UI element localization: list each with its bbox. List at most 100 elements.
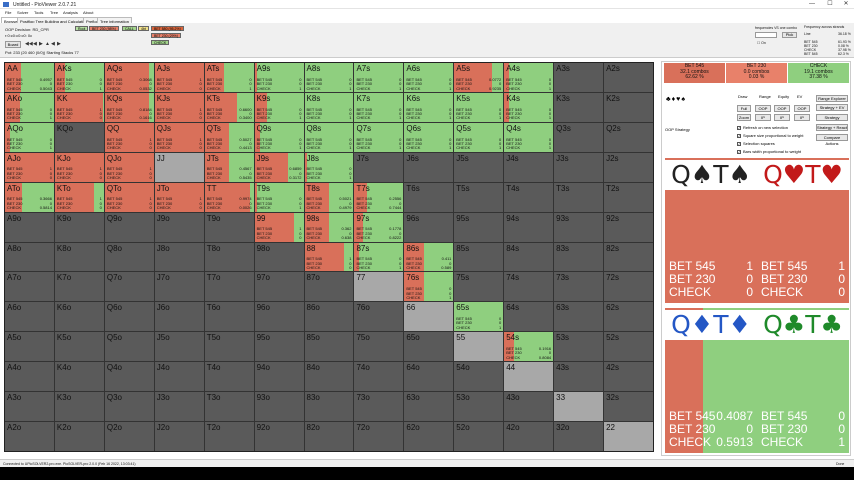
hand-cell-qto[interactable]: BET 545 1 BET 230 0 CHECK 0 QTo xyxy=(104,182,154,212)
hand-cell-t7s[interactable]: BET 545 0.2556 BET 230 0 CHECK 0.7444 T7s xyxy=(354,182,404,212)
summary-bet-230[interactable]: BET 230 0.0 combos 0.03 % xyxy=(726,63,787,83)
hand-cell-k4s[interactable]: BET 545 0 BET 230 0 CHECK 1 K4s xyxy=(504,92,554,122)
hand-cell-q5s[interactable]: BET 545 0 BET 230 0 CHECK 1 Q5s xyxy=(454,122,504,152)
hand-cell-a2o[interactable]: A2o xyxy=(5,422,54,451)
hand-cell-t8o[interactable]: T8o xyxy=(204,242,254,272)
hand-cell-t6s[interactable]: T6s xyxy=(404,182,454,212)
bars-width-checkbox[interactable]: ✓ Bars width proportional to weight xyxy=(737,149,801,154)
summary-check[interactable]: CHECK 19.1 combos 37.38 % xyxy=(788,63,849,83)
hand-cell-kqs[interactable]: BET 545 0.8184 BET 230 0 CHECK 0.1616 KQs xyxy=(104,92,154,122)
hand-cell-a8s[interactable]: BET 545 0 BET 230 0 CHECK 1 A8s xyxy=(304,63,354,92)
hand-cell-q9s[interactable]: BET 545 0 BET 230 0 CHECK 1 Q9s xyxy=(254,122,304,152)
hand-cell-85o[interactable]: 85o xyxy=(304,332,354,362)
hand-cell-42s[interactable]: 42s xyxy=(604,362,653,392)
hand-cell-j2o[interactable]: J2o xyxy=(154,422,204,451)
hand-cell-k4o[interactable]: K4o xyxy=(54,362,104,392)
hand-cell-qts[interactable]: BET 545 0.5027 BET 230 0 CHECK 0.4413 QTs xyxy=(204,122,254,152)
strategy-react-button[interactable]: Strategy + React xyxy=(816,124,848,131)
hand-cell-t4o[interactable]: T4o xyxy=(204,362,254,392)
combo-card[interactable]: Q♠T♠ BET 545 1 BET 230 0 CHECK 0 xyxy=(665,158,757,303)
hand-cell-64s[interactable]: 64s xyxy=(504,302,554,332)
hand-cell-ako[interactable]: BET 545 0 BET 230 0 CHECK 1 AKo xyxy=(5,92,54,122)
hand-cell-k3s[interactable]: K3s xyxy=(554,92,604,122)
action-chip-bet-580[interactable]: BET 580 (95.2%) xyxy=(151,26,184,31)
hand-cell-k3o[interactable]: K3o xyxy=(54,392,104,422)
hand-cell-43s[interactable]: 43s xyxy=(554,362,604,392)
hand-cell-74o[interactable]: 74o xyxy=(354,362,404,392)
hand-cell-a7o[interactable]: A7o xyxy=(5,272,54,302)
minimize-button[interactable]: — xyxy=(809,1,815,7)
hand-cell-a3o[interactable]: A3o xyxy=(5,392,54,422)
refresh-checkbox[interactable]: ✓ Refresh on new selection xyxy=(737,125,788,130)
hand-cell-t5o[interactable]: T5o xyxy=(204,332,254,362)
hand-cell-t2s[interactable]: T2s xyxy=(604,182,653,212)
hand-cell-74s[interactable]: 74s xyxy=(504,272,554,302)
hand-cell-j7s[interactable]: J7s xyxy=(354,152,404,182)
ip-ev-button[interactable]: IP xyxy=(794,114,810,121)
hand-cell-95o[interactable]: 95o xyxy=(254,332,304,362)
hand-cell-j3o[interactable]: J3o xyxy=(154,392,204,422)
hand-cell-q2o[interactable]: Q2o xyxy=(104,422,154,451)
hand-cell-ato[interactable]: BET 545 0.3666 BET 230 0 CHECK 0.5814 ATo xyxy=(5,182,54,212)
selection-squares-checkbox[interactable]: ✓ Selection squares xyxy=(737,141,775,146)
action-chip-root[interactable]: Root xyxy=(75,26,89,31)
hand-cell-96s[interactable]: 96s xyxy=(404,212,454,242)
hand-cell-q8o[interactable]: Q8o xyxy=(104,242,154,272)
hand-cell-q9o[interactable]: Q9o xyxy=(104,212,154,242)
first-icon[interactable]: ◀◀ xyxy=(25,41,33,47)
ip-range-button[interactable]: IP xyxy=(755,114,771,121)
action-chip-call[interactable]: CALL xyxy=(122,26,137,31)
hand-cell-kqo[interactable]: KQo xyxy=(54,122,104,152)
hand-cell-62o[interactable]: 62o xyxy=(404,422,454,451)
hand-cell-j5o[interactable]: J5o xyxy=(154,332,204,362)
hand-cell-k7o[interactable]: K7o xyxy=(54,272,104,302)
hand-cell-ats[interactable]: BET 545 0 BET 230 0 CHECK 1 ATs xyxy=(204,63,254,92)
hand-cell-k9s[interactable]: BET 545 0 BET 230 0 CHECK 1 K9s xyxy=(254,92,304,122)
action-chip-bet-230-b[interactable]: BET 230 (29%) xyxy=(151,33,181,38)
hand-cell-q6o[interactable]: Q6o xyxy=(104,302,154,332)
hand-cell-64o[interactable]: 64o xyxy=(404,362,454,392)
combo-input[interactable] xyxy=(755,32,777,38)
hand-cell-j7o[interactable]: J7o xyxy=(154,272,204,302)
hand-cell-aks[interactable]: BET 545 0 BET 230 0 CHECK 1 AKs xyxy=(54,63,104,92)
zoom-button[interactable]: Zoom xyxy=(737,114,751,121)
hand-cell-52o[interactable]: 52o xyxy=(454,422,504,451)
hand-cell-kts[interactable]: BET 545 0.6600 BET 230 0 CHECK 0.3400 KTs xyxy=(204,92,254,122)
hand-cell-a9o[interactable]: A9o xyxy=(5,212,54,242)
hand-cell-22[interactable]: 22 xyxy=(604,422,653,451)
hand-cell-88[interactable]: BET 545 1 BET 230 0 CHECK 0 88 xyxy=(304,242,354,272)
hand-cell-42o[interactable]: 42o xyxy=(504,422,554,451)
hand-cell-j5s[interactable]: J5s xyxy=(454,152,504,182)
hand-cell-k8s[interactable]: BET 545 0 BET 230 0 CHECK 1 K8s xyxy=(304,92,354,122)
hand-cell-t5s[interactable]: T5s xyxy=(454,182,504,212)
hand-cell-84s[interactable]: 84s xyxy=(504,242,554,272)
hand-cell-k5s[interactable]: BET 545 0 BET 230 0 CHECK 1 K5s xyxy=(454,92,504,122)
combo-card[interactable]: Q♣T♣ BET 545 0 BET 230 0 CHECK 1 xyxy=(757,308,849,453)
hand-cell-t3s[interactable]: T3s xyxy=(554,182,604,212)
hand-cell-43o[interactable]: 43o xyxy=(504,392,554,422)
hand-cell-65s[interactable]: BET 545 0 BET 230 0 CHECK 1 65s xyxy=(454,302,504,332)
hand-cell-63s[interactable]: 63s xyxy=(554,302,604,332)
hand-cell-q2s[interactable]: Q2s xyxy=(604,122,653,152)
hand-cell-66[interactable]: 66 xyxy=(404,302,454,332)
hand-cell-kjs[interactable]: BET 545 1 BET 230 0 CHECK 0 KJs xyxy=(154,92,204,122)
action-chip-bet-230[interactable]: BET 230 (98%) xyxy=(89,26,119,31)
hand-cell-k7s[interactable]: BET 545 0 BET 230 0 CHECK 1 K7s xyxy=(354,92,404,122)
hand-cell-j2s[interactable]: J2s xyxy=(604,152,653,182)
hand-cell-k6o[interactable]: K6o xyxy=(54,302,104,332)
suit-filter-icons[interactable]: ♣♦♥♠ xyxy=(666,96,687,103)
hand-cell-94o[interactable]: 94o xyxy=(254,362,304,392)
strategy-button[interactable]: Strategy xyxy=(816,114,848,121)
hand-cell-92s[interactable]: 92s xyxy=(604,212,653,242)
hand-cell-53o[interactable]: 53o xyxy=(454,392,504,422)
hand-cell-aqs[interactable]: BET 545 0.3068 BET 230 0 CHECK 0.0532 AQs xyxy=(104,63,154,92)
hand-cell-k2s[interactable]: K2s xyxy=(604,92,653,122)
hand-cell-98o[interactable]: 98o xyxy=(254,242,304,272)
hand-cell-t9s[interactable]: BET 545 0 BET 230 0 CHECK 1 T9s xyxy=(254,182,304,212)
hand-cell-k8o[interactable]: K8o xyxy=(54,242,104,272)
hand-cell-97s[interactable]: BET 545 0.1778 BET 230 0 CHECK 0.8222 97s xyxy=(354,212,404,242)
hand-cell-k6s[interactable]: BET 545 0 BET 230 0 CHECK 1 K6s xyxy=(404,92,454,122)
right-icon[interactable]: ▶ xyxy=(57,41,61,47)
hand-cell-54s[interactable]: BET 545 0.1916 BET 230 0 CHECK 0.8084 54s xyxy=(504,332,554,362)
hand-cell-qq[interactable]: BET 545 1 BET 230 0 CHECK 0 QQ xyxy=(104,122,154,152)
